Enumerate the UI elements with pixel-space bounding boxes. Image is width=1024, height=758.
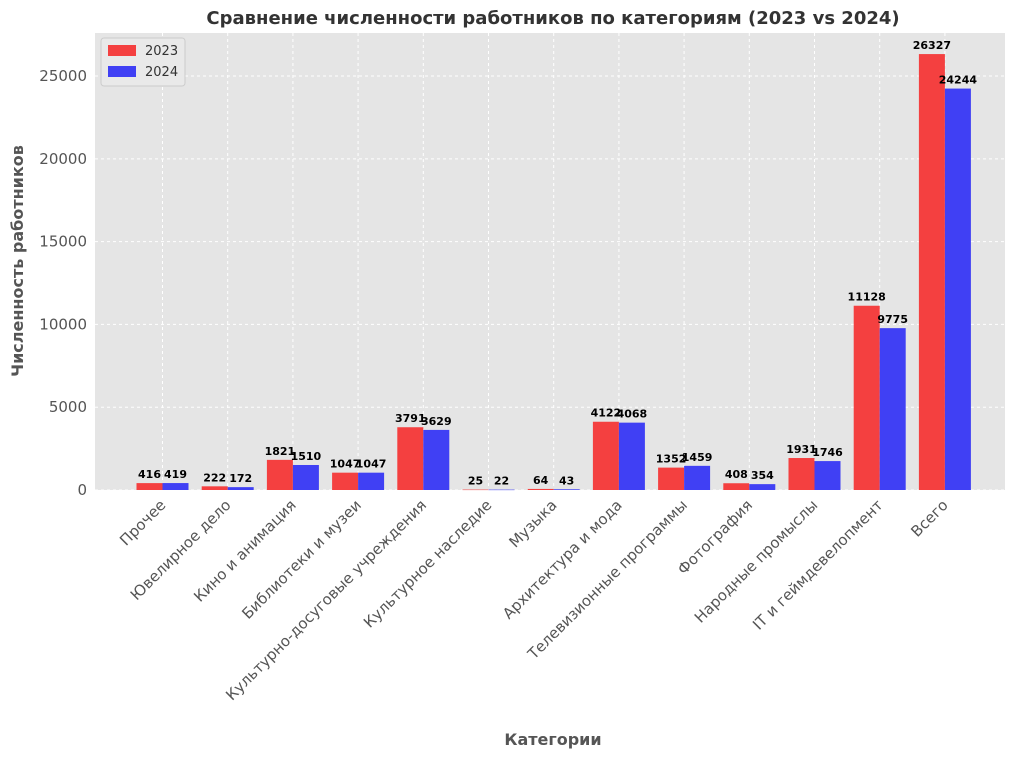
value-label-2024: 4068 xyxy=(617,408,648,421)
bar-2024 xyxy=(814,461,841,490)
y-tick-label: 0 xyxy=(77,481,87,499)
value-label-2023: 64 xyxy=(533,474,549,487)
value-label-2024: 24244 xyxy=(939,74,978,87)
bar-2024 xyxy=(423,429,450,490)
legend-label-2024: 2024 xyxy=(145,65,178,80)
bar-2023 xyxy=(592,421,619,490)
bar-2023 xyxy=(918,54,945,490)
bar-2023 xyxy=(136,483,163,490)
value-label-2023: 222 xyxy=(203,471,226,484)
bar-2024 xyxy=(553,489,580,490)
value-label-2024: 22 xyxy=(494,475,509,488)
value-label-2024: 1047 xyxy=(356,458,387,471)
bar-2024 xyxy=(749,484,776,490)
value-label-2024: 1746 xyxy=(812,446,843,459)
legend-label-2023: 2023 xyxy=(145,44,178,59)
bar-2023 xyxy=(658,467,685,490)
value-label-2023: 1352 xyxy=(656,453,687,466)
bar-2024 xyxy=(162,483,189,490)
bar-2023 xyxy=(332,472,359,490)
x-tick-label: Прочее xyxy=(116,496,169,549)
bar-2023 xyxy=(853,305,880,490)
value-label-2023: 1931 xyxy=(786,443,817,456)
bar-2023 xyxy=(462,489,489,491)
chart-title: Сравнение численности работников по кате… xyxy=(206,8,899,29)
value-label-2023: 4122 xyxy=(591,407,622,420)
x-tick-label: Библиотеки и музеи xyxy=(238,496,365,623)
bar-2024 xyxy=(879,328,906,490)
bar-2024 xyxy=(684,465,711,490)
x-tick-label: Архитектура и мода xyxy=(499,496,626,623)
bars xyxy=(136,54,971,491)
value-label-2023: 26327 xyxy=(913,39,951,52)
bar-2023 xyxy=(201,486,228,490)
legend: 2023 2024 xyxy=(100,37,186,87)
bar-2024 xyxy=(944,88,971,491)
x-tick-label: Народные промыслы xyxy=(691,496,821,626)
bar-2024 xyxy=(488,489,515,491)
value-label-2024: 9775 xyxy=(877,313,908,326)
bar-2023 xyxy=(397,427,424,490)
bar-2023 xyxy=(527,488,554,490)
x-tick-label: Культурное наследие xyxy=(360,496,495,631)
bar-2023 xyxy=(266,459,293,490)
value-label-2023: 408 xyxy=(725,468,748,481)
legend-swatch-2024 xyxy=(108,66,136,77)
y-tick-label: 10000 xyxy=(39,315,87,333)
legend-swatch-2023 xyxy=(108,45,136,56)
grid xyxy=(95,33,1005,491)
bar-2023 xyxy=(788,458,815,490)
bar-2023 xyxy=(723,483,750,490)
value-label-2024: 3629 xyxy=(421,415,452,428)
bar-2024 xyxy=(227,487,254,490)
x-tick-label: Музыка xyxy=(505,496,560,551)
value-label-2024: 172 xyxy=(229,472,252,485)
value-label-2023: 3791 xyxy=(395,412,426,425)
value-label-2024: 1510 xyxy=(291,450,322,463)
x-tick-label: Всего xyxy=(907,496,951,540)
y-tick-label: 25000 xyxy=(39,67,87,85)
y-tick-label: 20000 xyxy=(39,150,87,168)
y-axis-title: Численность работников xyxy=(8,145,27,377)
y-tick-label: 5000 xyxy=(49,398,87,416)
value-label-2023: 1821 xyxy=(265,445,296,458)
value-label-2024: 43 xyxy=(559,474,574,487)
value-label-2024: 1459 xyxy=(682,451,713,464)
value-label-2024: 354 xyxy=(751,469,774,482)
bar-2024 xyxy=(358,472,385,490)
x-tick-label: IT и геймдевелопмент xyxy=(749,496,887,634)
y-tick-label: 15000 xyxy=(39,233,87,251)
bar-2024 xyxy=(618,422,645,490)
value-label-2023: 11128 xyxy=(848,291,886,304)
value-label-2024: 419 xyxy=(164,468,187,481)
x-axis-title: Категории xyxy=(504,730,601,749)
bar-2024 xyxy=(292,464,319,490)
value-label-2023: 25 xyxy=(468,475,483,488)
y-axis-ticks: 0 5000 10000 15000 20000 25000 xyxy=(39,67,87,499)
plot-background xyxy=(95,33,1005,490)
value-label-2023: 416 xyxy=(138,468,161,481)
value-label-2023: 1047 xyxy=(330,458,361,471)
